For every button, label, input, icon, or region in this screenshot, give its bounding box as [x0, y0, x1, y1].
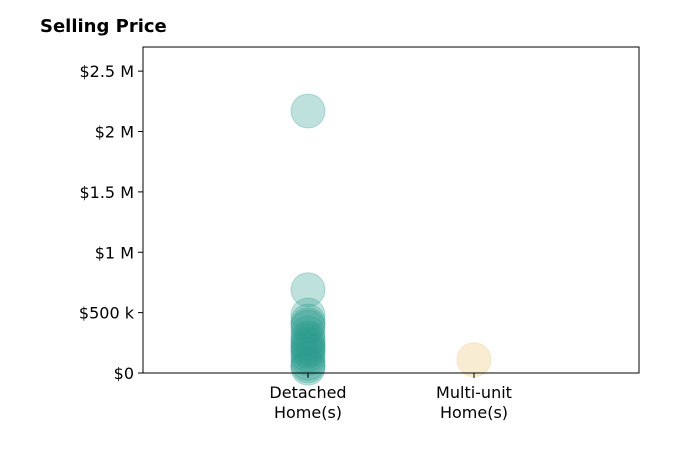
plot-frame — [142, 46, 640, 374]
data-point — [290, 315, 326, 351]
data-point — [290, 307, 326, 343]
data-point — [290, 350, 326, 386]
data-point — [290, 348, 326, 384]
chart-title: Selling Price — [40, 16, 167, 37]
data-point — [290, 309, 326, 345]
y-tick-label: $500 k — [79, 304, 135, 323]
y-tick-label: $2.5 M — [79, 62, 134, 81]
y-tick-label: $2 M — [95, 123, 134, 142]
data-point — [290, 320, 326, 356]
data-point — [290, 322, 326, 358]
data-point — [290, 328, 326, 364]
data-point — [290, 297, 326, 333]
data-point — [290, 272, 326, 308]
data-point — [290, 326, 326, 362]
y-tick-label: $1 M — [95, 243, 134, 262]
y-tick-label: $1.5 M — [79, 183, 134, 202]
x-tick-label: Detached Home(s) — [269, 383, 346, 422]
data-point — [290, 303, 326, 339]
data-point — [290, 337, 326, 373]
y-tick-label: $0 — [114, 364, 134, 383]
x-axis: Detached Home(s) Multi-unit Home(s) — [269, 373, 512, 422]
y-axis: $0 $500 k $1 M $1.5 M $2 M $2.5 M — [79, 62, 143, 383]
data-point — [456, 342, 492, 378]
data-point — [290, 331, 326, 367]
data-point — [290, 333, 326, 369]
data-point — [290, 93, 326, 129]
points-layer — [290, 93, 492, 386]
data-point — [290, 345, 326, 381]
x-tick-label: Multi-unit Home(s) — [436, 383, 512, 422]
